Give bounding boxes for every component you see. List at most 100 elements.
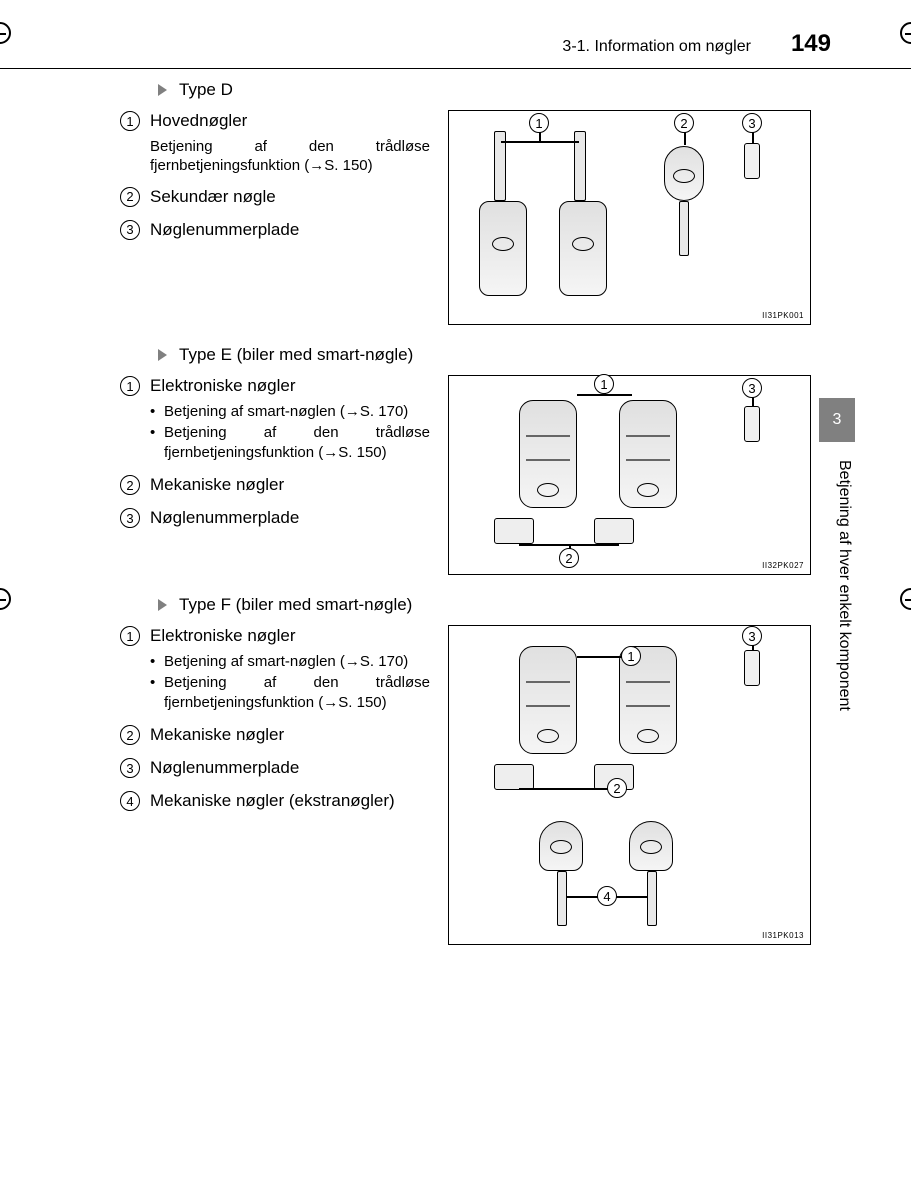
logo-icon bbox=[492, 237, 514, 251]
button-line bbox=[626, 459, 670, 461]
item-title: Elektroniske nøgler bbox=[150, 375, 430, 398]
logo-icon bbox=[637, 729, 659, 743]
leader-line bbox=[577, 394, 632, 396]
triangle-icon bbox=[158, 599, 167, 611]
logo-icon bbox=[537, 483, 559, 497]
page-number: 149 bbox=[791, 30, 831, 58]
item-number: 1 bbox=[120, 111, 140, 131]
item-title: Sekundær nøgle bbox=[150, 186, 430, 209]
list-item: 4 Mekaniske nøgler (ekstranøgler) bbox=[120, 790, 430, 813]
item-number: 1 bbox=[120, 626, 140, 646]
logo-icon bbox=[550, 840, 572, 854]
list-item: 1 Hovednøgler Betjening af den trådløse … bbox=[120, 110, 430, 176]
item-title: Nøglenummerplade bbox=[150, 219, 430, 242]
callout-label: 4 bbox=[597, 886, 617, 906]
key-body-icon bbox=[479, 201, 527, 296]
logo-icon bbox=[640, 840, 662, 854]
logo-icon bbox=[637, 483, 659, 497]
chapter-tab: 3 bbox=[819, 398, 855, 442]
leader-line bbox=[501, 141, 579, 143]
secondary-key-icon bbox=[664, 146, 704, 201]
callout-label: 2 bbox=[559, 548, 579, 568]
callout-label: 3 bbox=[742, 378, 762, 398]
section-label: 3-1. Information om nøgler bbox=[562, 38, 751, 56]
smartkey-icon bbox=[619, 400, 677, 508]
item-desc: Betjening af den trådløse fjernbetjening… bbox=[150, 137, 430, 176]
type-d-illustration: 1 2 3 II31PK001 bbox=[448, 110, 811, 325]
button-line bbox=[526, 681, 570, 683]
item-number: 4 bbox=[120, 791, 140, 811]
leader-line bbox=[519, 788, 619, 790]
item-number: 3 bbox=[120, 758, 140, 778]
extra-key-head-icon bbox=[629, 821, 673, 871]
bullet-list: Betjening af smart-nøglen (→S. 170) Betj… bbox=[150, 652, 430, 713]
tag-icon bbox=[744, 650, 760, 686]
logo-icon bbox=[572, 237, 594, 251]
logo-icon bbox=[537, 729, 559, 743]
heading-text: Type F (biler med smart-nøgle) bbox=[179, 595, 412, 615]
item-title: Mekaniske nøgler bbox=[150, 724, 430, 747]
mech-key-icon bbox=[494, 764, 534, 790]
callout-label: 1 bbox=[594, 374, 614, 394]
triangle-icon bbox=[158, 349, 167, 361]
crop-mark bbox=[0, 588, 11, 610]
button-line bbox=[526, 435, 570, 437]
bullet-list: Betjening af smart-nøglen (→S. 170) Betj… bbox=[150, 402, 430, 463]
item-title: Nøglenummerplade bbox=[150, 757, 430, 780]
mech-key-icon bbox=[594, 518, 634, 544]
item-number: 2 bbox=[120, 725, 140, 745]
button-line bbox=[626, 681, 670, 683]
image-code: II31PK013 bbox=[762, 931, 804, 940]
item-number: 1 bbox=[120, 376, 140, 396]
list-item: 2 Mekaniske nøgler bbox=[120, 724, 430, 747]
callout-label: 2 bbox=[607, 778, 627, 798]
type-f-block: Type F (biler med smart-nøgle) 1 Elektro… bbox=[120, 595, 811, 945]
callout-label: 3 bbox=[742, 626, 762, 646]
item-title: Mekaniske nøgler bbox=[150, 474, 430, 497]
button-line bbox=[626, 435, 670, 437]
logo-icon bbox=[673, 169, 695, 183]
type-f-text: 1 Elektroniske nøgler Betjening af smart… bbox=[120, 625, 430, 823]
type-e-heading: Type E (biler med smart-nøgle) bbox=[158, 345, 811, 365]
type-e-block: Type E (biler med smart-nøgle) 1 Elektro… bbox=[120, 345, 811, 575]
type-e-text: 1 Elektroniske nøgler Betjening af smart… bbox=[120, 375, 430, 540]
item-title: Hovednøgler bbox=[150, 110, 430, 133]
image-code: II31PK001 bbox=[762, 311, 804, 320]
key-blade-icon bbox=[647, 871, 657, 926]
smartkey-icon bbox=[519, 400, 577, 508]
bullet-item: Betjening af den trådløse fjernbetjening… bbox=[150, 423, 430, 462]
side-title: Betjening af hver enkelt komponent bbox=[835, 460, 853, 780]
extra-key-head-icon bbox=[539, 821, 583, 871]
type-e-illustration: 1 2 3 II32PK027 bbox=[448, 375, 811, 575]
bullet-item: Betjening af smart-nøglen (→S. 170) bbox=[150, 652, 430, 672]
item-title: Nøglenummerplade bbox=[150, 507, 430, 530]
key-blade-icon bbox=[679, 201, 689, 256]
key-blade-icon bbox=[557, 871, 567, 926]
list-item: 3 Nøglenummerplade bbox=[120, 507, 430, 530]
button-line bbox=[626, 705, 670, 707]
item-number: 3 bbox=[120, 220, 140, 240]
item-title: Elektroniske nøgler bbox=[150, 625, 430, 648]
smartkey-icon bbox=[519, 646, 577, 754]
list-item: 3 Nøglenummerplade bbox=[120, 757, 430, 780]
image-code: II32PK027 bbox=[762, 561, 804, 570]
button-line bbox=[526, 459, 570, 461]
item-title: Mekaniske nøgler (ekstranøgler) bbox=[150, 790, 430, 813]
item-number: 2 bbox=[120, 187, 140, 207]
type-d-block: Type D 1 Hovednøgler Betjening af den tr… bbox=[120, 80, 811, 325]
key-body-icon bbox=[559, 201, 607, 296]
type-f-heading: Type F (biler med smart-nøgle) bbox=[158, 595, 811, 615]
callout-label: 1 bbox=[529, 113, 549, 133]
page-header: 3-1. Information om nøgler 149 bbox=[0, 30, 911, 69]
tag-icon bbox=[744, 143, 760, 179]
callout-label: 1 bbox=[621, 646, 641, 666]
content: Type D 1 Hovednøgler Betjening af den tr… bbox=[120, 80, 811, 965]
list-item: 2 Mekaniske nøgler bbox=[120, 474, 430, 497]
button-line bbox=[526, 705, 570, 707]
tag-icon bbox=[744, 406, 760, 442]
crop-mark bbox=[900, 588, 911, 610]
callout-label: 2 bbox=[674, 113, 694, 133]
bullet-item: Betjening af smart-nøglen (→S. 170) bbox=[150, 402, 430, 422]
item-number: 2 bbox=[120, 475, 140, 495]
mech-key-icon bbox=[494, 518, 534, 544]
